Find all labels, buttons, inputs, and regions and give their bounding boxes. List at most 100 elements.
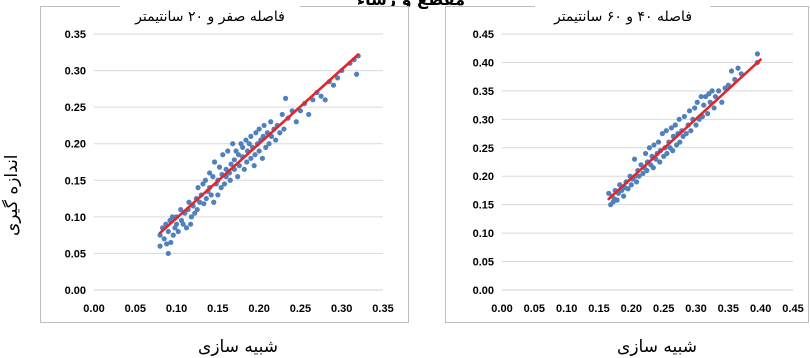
data-point [244,159,250,165]
data-point [175,228,181,235]
x-tick-label: 0.10 [556,303,577,315]
x-tick-label: 0.35 [718,303,739,315]
y-tick-label: 0.35 [473,86,494,98]
data-point [698,93,704,100]
y-tick-label: 0.10 [473,228,494,240]
data-point [248,133,254,139]
data-point [210,174,216,180]
figure-title: مقطع و رشاء [316,0,506,9]
data-point [211,199,217,205]
chart-title-background [120,2,300,24]
x-axis-label: شبیه سازی [617,337,697,357]
trend-line [158,53,360,235]
chart-frame [445,6,809,323]
y-tick-label: 0.45 [473,29,494,41]
data-point [157,232,163,238]
y-tick-label: 0.20 [473,171,494,183]
trend-line [607,58,762,201]
data-point [188,214,195,220]
data-point [164,241,170,247]
data-point [712,93,718,100]
data-point [664,150,670,157]
data-point [694,99,700,105]
data-point [322,97,328,103]
data-point [256,148,262,154]
data-point [230,141,236,147]
x-tick-label: 0.25 [653,303,674,315]
data-point [246,141,252,147]
data-point [161,236,167,242]
data-point [233,148,239,154]
data-point [211,159,218,165]
data-point [655,139,662,145]
data-point [686,108,693,114]
data-point [628,182,634,188]
data-point [282,95,289,101]
y-tick-label: 0.25 [65,102,86,114]
y-tick-label: 0.25 [473,143,494,155]
data-point [644,167,650,174]
chart-title-background [535,2,710,24]
data-point [261,122,267,129]
data-point [670,148,676,154]
scatter-chart-left: فاصله صفر و ۲۰ سانتیمتر 0.00 0.05 0.10 0.15… [40,2,409,357]
x-tick-label: 0.35 [372,303,393,315]
data-point [310,97,316,103]
data-point [165,250,171,257]
chart-title: فاصله صفر و ۲۰ سانتیمتر [134,9,285,25]
data-point [281,126,287,132]
data-point [642,150,649,157]
data-point [256,126,262,132]
data-point [701,102,707,108]
data-point [681,113,687,120]
y-tick-label: 0.05 [473,257,494,269]
data-point [253,130,259,136]
data-point [692,105,698,111]
data-point [235,174,241,180]
data-point [754,51,761,57]
data-point [220,152,226,158]
data-point [688,128,694,134]
x-axis-label: شبیه سازی [198,337,278,357]
y-tick-label: 0.30 [473,114,494,126]
data-point [663,128,669,134]
data-point [228,161,234,167]
y-tick-label: 0.00 [65,285,86,297]
x-tick-label: 0.30 [685,303,706,315]
data-point [201,201,207,207]
data-point [693,122,699,128]
data-point [168,239,174,246]
x-tick-label: 0.20 [248,303,269,315]
data-point [633,179,640,185]
data-point [625,186,631,192]
data-point [221,181,228,187]
data-point [157,243,163,249]
data-point [293,119,299,125]
data-point [227,177,233,183]
data-point [263,144,269,150]
data-point [297,108,304,114]
data-point [657,159,663,165]
data-point [334,75,341,81]
y-axis-label: اندازه گیری [2,154,22,236]
data-point [716,88,722,94]
data-point [631,156,638,162]
data-point [620,193,627,199]
data-point [235,152,242,158]
data-point [273,137,279,143]
data-point [719,99,725,105]
data-point [651,142,657,148]
data-point [197,199,203,205]
x-tick-label: 0.00 [83,303,104,315]
data-point [252,152,258,158]
data-point [251,163,257,169]
data-point [225,148,231,154]
y-tick-label: 0.30 [65,66,86,78]
data-point [207,170,213,176]
data-point [169,214,176,220]
y-tick-label: 0.20 [65,139,86,151]
data-point [202,177,209,183]
data-point [215,192,221,198]
data-point [614,197,620,203]
data-point [711,105,717,111]
